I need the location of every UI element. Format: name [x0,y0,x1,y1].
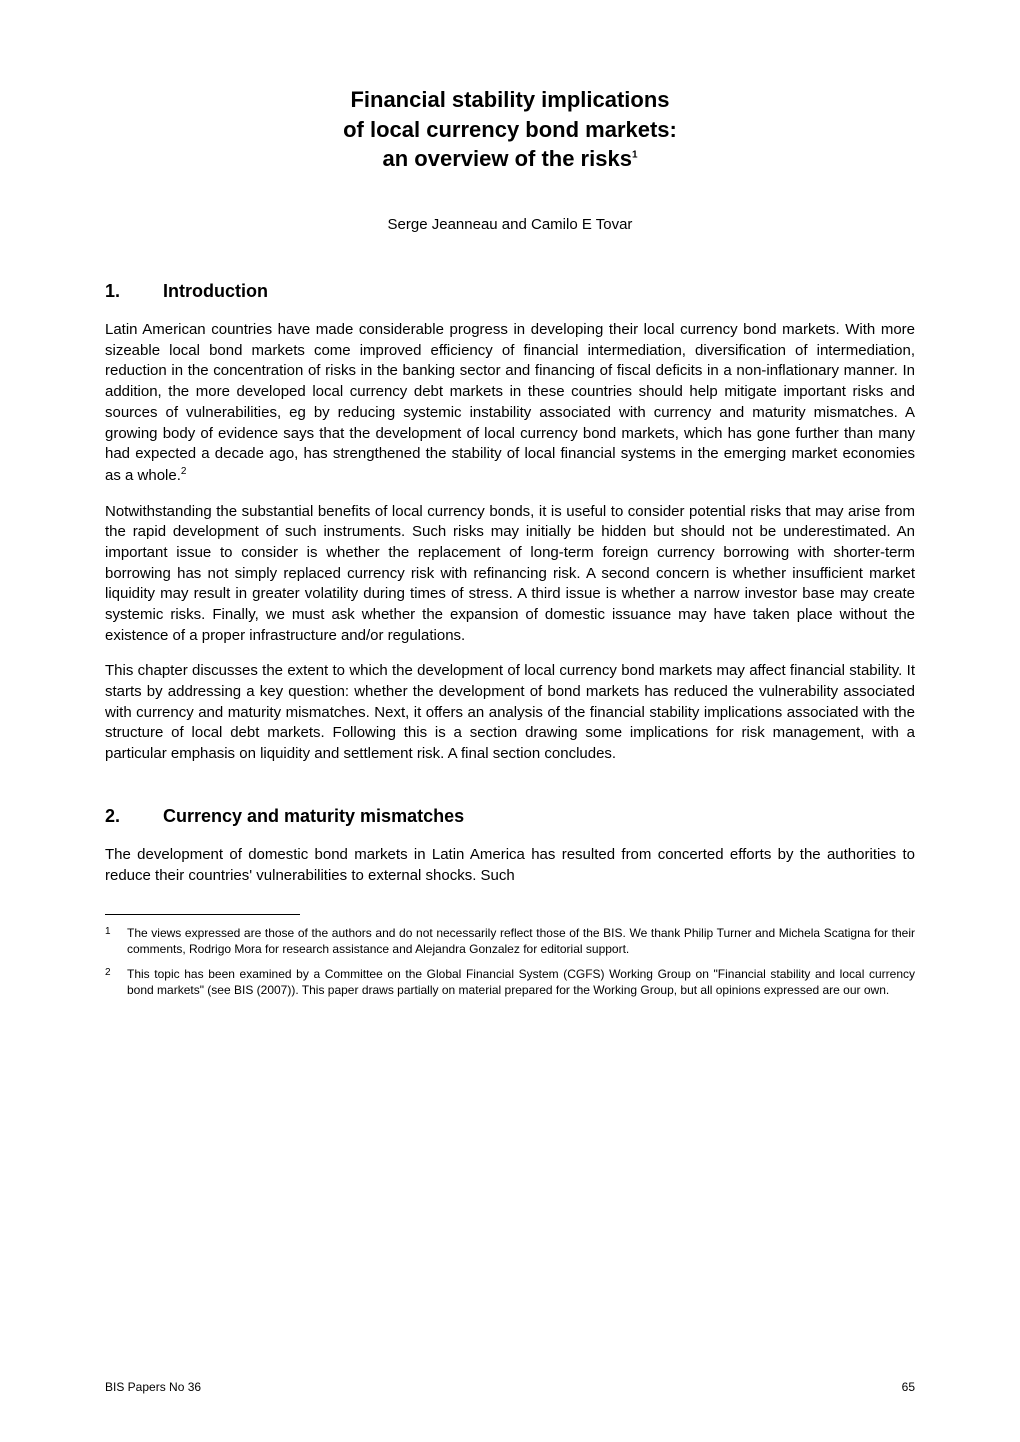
footnote-1-text: The views expressed are those of the aut… [127,925,915,957]
section-2-title: Currency and maturity mismatches [163,806,464,827]
footnote-1-marker: 1 [105,925,117,957]
footer-right: 65 [902,1380,915,1394]
section-1-number: 1. [105,281,163,302]
title-line-3: an overview of the risks1 [105,144,915,174]
section-1-para-3: This chapter discusses the extent to whi… [105,661,915,764]
title-line-1: Financial stability implications [105,85,915,115]
title-footnote-ref: 1 [632,150,638,161]
author-line: Serge Jeanneau and Camilo E Tovar [105,216,915,233]
page-footer: BIS Papers No 36 65 [105,1380,915,1394]
footnote-2-text: This topic has been examined by a Commit… [127,966,915,998]
section-1-para-1: Latin American countries have made consi… [105,320,915,487]
title-line-3-text: an overview of the risks [383,146,632,171]
para-footnote-ref: 2 [181,466,187,477]
paper-title: Financial stability implications of loca… [105,85,915,174]
section-1-heading: 1. Introduction [105,281,915,302]
section-1-para-2: Notwithstanding the substantial benefits… [105,502,915,647]
footnote-2: 2 This topic has been examined by a Comm… [105,966,915,998]
footer-left: BIS Papers No 36 [105,1380,201,1394]
footnote-2-marker: 2 [105,966,117,998]
section-1-title: Introduction [163,281,268,302]
para-text: Latin American countries have made consi… [105,321,915,484]
section-2-number: 2. [105,806,163,827]
section-2-heading: 2. Currency and maturity mismatches [105,806,915,827]
section-2-para-1: The development of domestic bond markets… [105,845,915,886]
title-line-2: of local currency bond markets: [105,115,915,145]
footnote-divider [105,914,300,915]
footnote-1: 1 The views expressed are those of the a… [105,925,915,957]
